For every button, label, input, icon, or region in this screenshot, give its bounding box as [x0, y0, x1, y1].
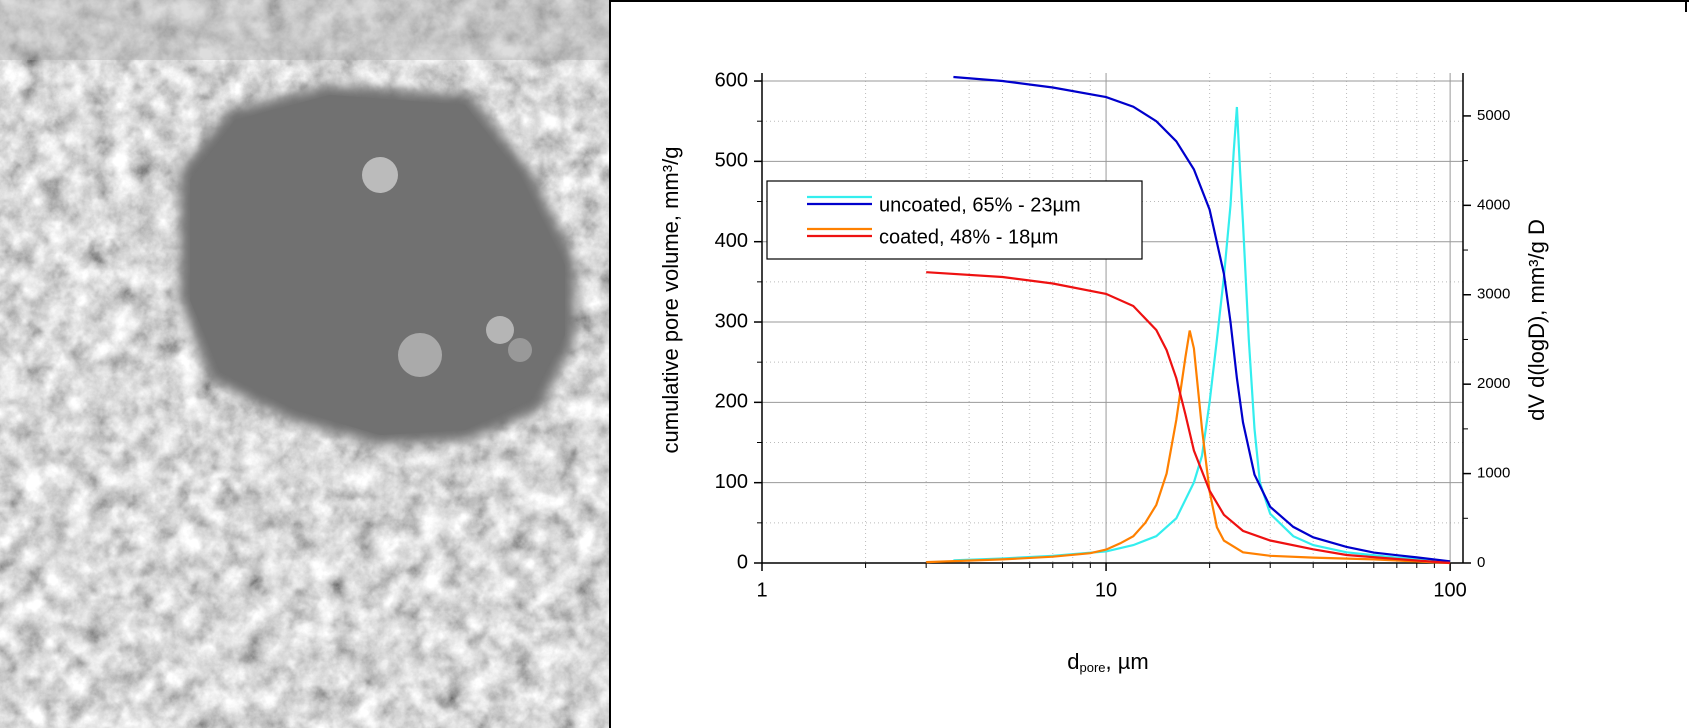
- y-tick-label: 0: [737, 551, 748, 573]
- y-tick-label: 200: [715, 391, 748, 413]
- y2-tick-label: 4000: [1477, 196, 1510, 213]
- x-tick-label: 1: [756, 579, 767, 601]
- series-line: [926, 330, 1451, 565]
- series-line: [953, 106, 1451, 565]
- sem-image: [0, 0, 611, 728]
- y-tick-label: 100: [715, 471, 748, 493]
- y2-tick-label: 2000: [1477, 375, 1510, 392]
- legend-label: coated, 48% - 18µm: [879, 226, 1058, 248]
- x-tick-label: 10: [1095, 579, 1117, 601]
- plot: 1 10 1000100200300400500600010002000300040…: [715, 69, 1511, 601]
- x-axis-title-main: d: [1067, 649, 1079, 674]
- y-tick-label: 500: [715, 150, 748, 172]
- x-axis-title: dpore, µm: [1067, 649, 1149, 676]
- chart-panel: [611, 1, 1689, 727]
- y2-tick-label: 0: [1477, 554, 1485, 571]
- y2-tick-label: 1000: [1477, 465, 1510, 482]
- y2-tick-label: 5000: [1477, 107, 1510, 124]
- x-axis-title-sub: pore: [1079, 660, 1105, 675]
- y2-axis-title: dV d(logD), mm³/g D: [1524, 219, 1549, 421]
- x-tick-label: 100: [1433, 579, 1466, 601]
- y-tick-label: 400: [715, 230, 748, 252]
- legend-box: [766, 180, 1143, 260]
- y2-tick-label: 3000: [1477, 286, 1510, 303]
- series-line: [953, 75, 1451, 563]
- y-tick-label: 300: [715, 310, 748, 332]
- legend-label: uncoated, 65% - 23µm: [879, 194, 1081, 216]
- series-line: [926, 271, 1451, 565]
- y-tick-label: 600: [715, 69, 748, 91]
- y-axis-title: cumulative pore volume, mm³/g: [658, 147, 683, 454]
- x-axis-title-unit: , µm: [1106, 649, 1149, 674]
